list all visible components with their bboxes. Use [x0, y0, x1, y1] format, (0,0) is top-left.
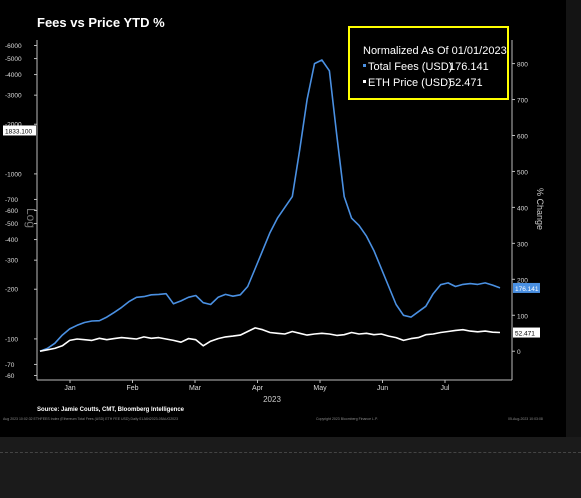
left-tick-label-3: -3000: [5, 93, 22, 100]
left-tick-label-13: -70: [5, 362, 15, 369]
left-tick-label-4: -2000: [5, 122, 22, 129]
bottom-strip: [0, 437, 581, 498]
fees-end-value: 176.141: [515, 286, 539, 293]
right-tick-label-1: 700: [517, 98, 528, 105]
fees-series-line: [39, 59, 501, 352]
chart-svg: 8007006005004003002001000-6000-5000-4000…: [3, 15, 545, 421]
legend-box: [348, 26, 509, 100]
legend-eth-name: ETH Price (USD): [368, 77, 452, 89]
right-tick-label-5: 300: [517, 241, 528, 248]
x-tick-label-2: Mar: [189, 385, 202, 392]
fees-end-tag: [513, 282, 540, 293]
legend-heading: Normalized As Of 01/01/2023: [363, 45, 507, 57]
legend: Normalized As Of 01/01/2023 Total Fees (…: [348, 26, 509, 100]
eth-end-tag: [513, 327, 540, 338]
source-note: Source: Jamie Coutts, CMT, Bloomberg Int…: [37, 407, 185, 413]
left-tick-label-1: -5000: [5, 56, 22, 63]
legend-eth-value: 52.471: [449, 77, 483, 89]
eth-end-value: 52.471: [515, 331, 535, 338]
legend-fees-swatch: [363, 64, 366, 67]
legend-fees-name: Total Fees (USD): [368, 61, 452, 73]
left-tick-label-0: -6000: [5, 43, 22, 50]
timestamp: 05-Aug-2023 10:03:08: [508, 417, 543, 421]
left-tick-label-12: -100: [5, 336, 18, 343]
left-marker-value: 1833.100: [5, 128, 32, 135]
copyright-note: Copyright 2023 Bloomberg Finance L.P.: [316, 417, 378, 421]
eth-series-line: [39, 327, 501, 352]
x-tick-label-1: Feb: [126, 385, 138, 392]
legend-fees-value: 176.141: [449, 61, 489, 73]
x-tick-label-4: May: [313, 385, 327, 392]
x-axis-label: 2023: [263, 395, 281, 404]
dashed-separator: [0, 452, 581, 453]
left-tick-label-2: -4000: [5, 72, 22, 79]
left-tick-label-7: -600: [5, 208, 18, 215]
right-tick-label-3: 500: [517, 169, 528, 176]
x-tick-label-5: Jun: [377, 385, 388, 392]
left-marker-box: [3, 125, 36, 136]
right-tick-label-8: 0: [517, 349, 521, 356]
left-tick-label-10: -300: [5, 258, 18, 265]
left-tick-label-14: -60: [5, 373, 15, 380]
legend-eth-swatch: [363, 80, 366, 83]
right-axis-label: % Change: [535, 188, 545, 230]
chart-title: Fees vs Price YTD %: [37, 15, 165, 30]
left-tick-label-6: -700: [5, 197, 18, 204]
left-tick-label-5: -1000: [5, 171, 22, 178]
left-tick-label-9: -400: [5, 237, 18, 244]
right-tick-label-2: 600: [517, 133, 528, 140]
right-tick-label-7: 100: [517, 313, 528, 320]
x-tick-label-6: Jul: [441, 385, 450, 392]
right-tick-label-4: 400: [517, 205, 528, 212]
right-tick-label-6: 200: [517, 277, 528, 284]
right-tick-label-0: 800: [517, 62, 528, 69]
left-tick-label-11: -200: [5, 287, 18, 294]
meta-left: Aug 2023 10:02:32 ETHFEES Index (Ethereu…: [3, 417, 178, 421]
left-tick-label-8: -500: [5, 221, 18, 228]
left-axis-label: Log: [24, 208, 38, 228]
x-tick-label-3: Apr: [252, 385, 264, 392]
x-tick-label-0: Jan: [64, 385, 75, 392]
chart-panel: 800 700 600 500 400 300 200 100 0 -6000 -5000 -4000…: [0, 0, 566, 437]
